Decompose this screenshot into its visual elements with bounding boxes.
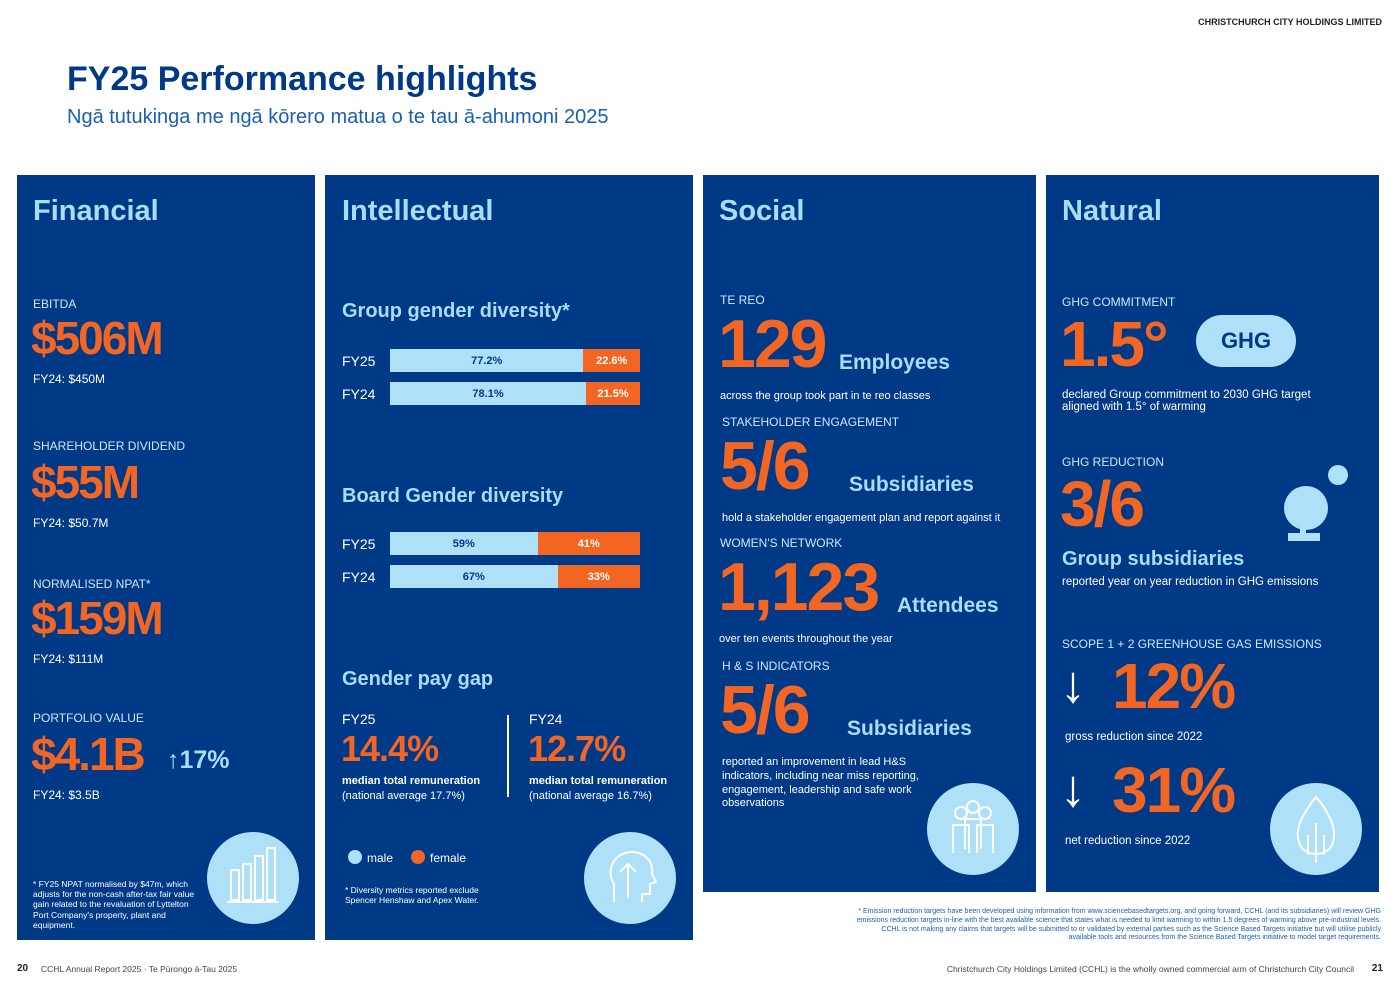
hs-desc: reported an improvement in lead H&S indi… [722,756,919,810]
board-diversity-title: Board Gender diversity [342,485,564,507]
bar-year-label: FY24 [342,386,376,402]
tereo-value: 129 [718,306,827,382]
legend-female-swatch [411,850,425,864]
bar-segment-male: 77.2% [390,349,584,372]
stacked-bar: 67% 33% [390,565,640,588]
stacked-bar: 77.2% 22.6% [390,349,640,372]
bar-segment-female: 22.6% [583,349,640,372]
stakeholder-unit: Subsidiaries [849,473,974,496]
npat-label: NORMALISED NPAT* [33,577,151,591]
bar-segment-male: 78.1% [390,382,587,405]
commitment-desc: declared Group commitment to 2030 GHG ta… [1062,389,1311,413]
head-arrow-icon [584,832,676,924]
pay-value: 12.7% [528,728,626,769]
pay-avg: (national average 16.7%) [529,790,652,802]
ghg-cloud-badge: GHG [1196,315,1296,367]
portfolio-prior: FY24: $3.5B [33,788,100,802]
page-subtitle: Ngā tutukinga me ngā kōrero matua o te t… [67,106,609,128]
page-number-right: 21 [1371,963,1383,974]
net-reduction-value: 31% [1112,754,1236,826]
bar-chart-icon [207,832,299,924]
pay-year: FY25 [342,711,376,727]
bar-segment-female: 33% [557,565,640,588]
women-desc: over ten events throughout the year [719,633,893,645]
down-arrow-icon: ↓ [1060,760,1086,818]
reduction-value: 3/6 [1060,468,1145,540]
panel-title: Natural [1062,195,1162,227]
bar-segment-male: 67% [390,565,558,588]
commitment-label: GHG COMMITMENT [1062,295,1176,309]
reduction-label: GHG REDUCTION [1062,455,1164,469]
stakeholder-label: STAKEHOLDER ENGAGEMENT [722,415,900,429]
emissions-footnote: * Emission reduction targets have been d… [856,908,1381,942]
panel-title: Social [719,195,805,227]
stacked-bar: 78.1% 21.5% [390,382,640,405]
bar-segment-male: 59% [390,532,538,555]
dividend-prior: FY24: $50.7M [33,516,109,530]
bar-year-label: FY25 [342,353,376,369]
people-icon [927,783,1019,875]
pay-gap-title: Gender pay gap [342,668,494,690]
stakeholder-value: 5/6 [720,428,811,504]
commitment-value: 1.5° [1060,308,1169,380]
hs-label: H & S INDICATORS [722,659,830,673]
portfolio-label: PORTFOLIO VALUE [33,711,144,725]
portfolio-value: $4.1B [31,728,146,780]
pay-desc: median total remuneration [342,775,481,787]
pay-value: 14.4% [341,728,439,769]
dividend-label: SHAREHOLDER DIVIDEND [33,439,186,453]
pay-desc: median total remuneration [529,775,668,787]
down-arrow-icon: ↓ [1060,656,1086,714]
panel-title: Intellectual [342,195,494,227]
ebitda-prior: FY24: $450M [33,372,106,386]
tereo-unit: Employees [839,351,950,374]
hs-value: 5/6 [720,672,811,748]
natural-panel: Natural GHG COMMITMENT 1.5° GHG declared… [1046,175,1379,892]
legend-male: male [367,851,394,865]
company-name: CHRISTCHURCH CITY HOLDINGS LIMITED [1198,17,1382,27]
page-title: FY25 Performance highlights [67,60,538,98]
npat-value: $159M [31,592,164,644]
tereo-desc: across the group took part in te reo cla… [720,390,931,402]
bar-year-label: FY24 [342,569,376,585]
stacked-bar: 59% 41% [390,532,640,555]
social-panel: Social TE REO 129 Employees across the g… [703,175,1036,892]
ebitda-label: EBITDA [33,297,77,311]
energy-icon [1270,783,1362,875]
portfolio-change: ↑17% [167,746,230,774]
page-number-left: 20 [17,963,29,974]
intellectual-footnote: * Diversity metrics reported exclude Spe… [345,885,479,906]
net-reduction-desc: net reduction since 2022 [1065,835,1191,847]
tereo-label: TE REO [720,293,765,307]
women-value: 1,123 [718,549,880,625]
stakeholder-desc: hold a stakeholder engagement plan and r… [722,512,1001,524]
hs-unit: Subsidiaries [847,717,972,740]
divider [507,715,509,797]
women-unit: Attendees [897,594,999,617]
panel-title: Financial [33,195,159,227]
gross-reduction-desc: gross reduction since 2022 [1065,731,1203,743]
financial-panel: Financial EBITDA $506M FY24: $450M SHARE… [17,175,315,940]
bar-year-label: FY25 [342,536,376,552]
legend-male-swatch [348,850,362,864]
reduction-desc: reported year on year reduction in GHG e… [1062,576,1319,588]
financial-footnote: * FY25 NPAT normalised by $47m, which ad… [33,879,195,930]
ebitda-value: $506M [31,312,164,364]
group-diversity-title: Group gender diversity* [342,300,570,322]
reduction-unit: Group subsidiaries [1062,548,1245,570]
scope-label: SCOPE 1 + 2 GREENHOUSE GAS EMISSIONS [1062,637,1322,651]
npat-prior: FY24: $111M [33,652,104,666]
intellectual-panel: Intellectual Group gender diversity* FY2… [325,175,693,940]
footer-left: CCHL Annual Report 2025 · Te Pūrongo ā-T… [41,964,238,974]
women-label: WOMEN'S NETWORK [720,536,843,550]
footer-right: Christchurch City Holdings Limited (CCHL… [946,964,1354,974]
pay-avg: (national average 17.7%) [342,790,465,802]
bar-segment-female: 21.5% [586,382,640,405]
dividend-value: $55M [31,456,140,508]
gross-reduction-value: 12% [1112,650,1236,722]
legend-female: female [430,851,467,865]
bar-segment-female: 41% [537,532,640,555]
pay-year: FY24 [529,711,563,727]
tree-cloud-icon [1276,463,1356,563]
